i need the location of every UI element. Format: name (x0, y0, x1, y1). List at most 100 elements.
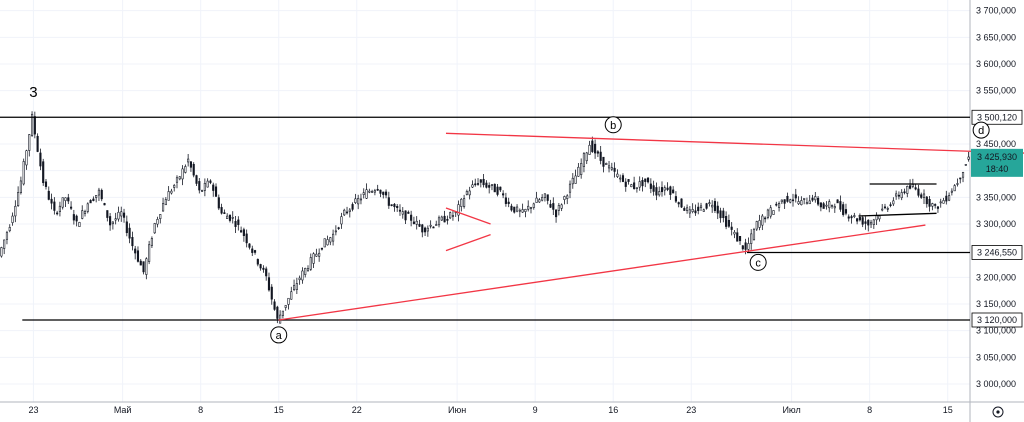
candle-body (677, 202, 680, 205)
level-price-tag (971, 312, 1023, 328)
candle-body (390, 204, 393, 206)
candle-body (683, 208, 686, 211)
candle-body (594, 143, 597, 154)
candle-body (153, 223, 156, 234)
candle-body (173, 185, 176, 188)
candle-body (276, 306, 279, 319)
time-axis-label: Июл (782, 405, 800, 415)
candle-body (234, 221, 237, 227)
candle-body (666, 187, 669, 190)
candle-body (451, 215, 455, 217)
candle-body (786, 195, 789, 202)
trend-line (278, 224, 926, 321)
candle-body (752, 229, 756, 241)
candle-body (867, 219, 870, 226)
candle-body (808, 200, 811, 205)
candle-body (649, 183, 652, 189)
price-axis-label: 3 350,000 (976, 192, 1016, 202)
candle-body (515, 206, 519, 212)
candle-body (114, 218, 117, 221)
candle-body (95, 195, 98, 198)
candle-body (17, 192, 20, 207)
time-axis-label: 23 (28, 405, 38, 415)
candle-body (563, 196, 566, 200)
time-axis-label: Июн (448, 405, 466, 415)
candle-body (0, 247, 3, 257)
candle-body (36, 135, 39, 152)
candle-body (931, 203, 934, 207)
time-axis-label: 22 (352, 405, 362, 415)
wave-label-circle (749, 253, 767, 271)
candle-body (934, 204, 937, 206)
candle-body (903, 191, 906, 194)
candle-body (939, 201, 942, 204)
candle-body (312, 253, 315, 264)
candle-body (298, 277, 301, 281)
candle-body (638, 181, 641, 188)
wave-label-circle (604, 116, 622, 134)
candle-body (499, 186, 502, 191)
candle-body (644, 178, 647, 182)
candle-body (761, 215, 764, 226)
candle-body (738, 235, 742, 242)
candle-body (691, 209, 694, 212)
candle-body (256, 259, 259, 265)
candle-body (14, 205, 17, 217)
candle-body (814, 196, 817, 201)
candle-body (228, 214, 232, 221)
candle-body (674, 196, 678, 202)
candle-body (201, 189, 204, 192)
time-axis-label: 16 (608, 405, 618, 415)
candle-body (725, 216, 728, 227)
candle-body (956, 183, 959, 185)
candle-body (936, 206, 940, 209)
candle-body (510, 205, 513, 211)
price-axis-label: 3 450,000 (976, 139, 1016, 149)
candle-body (418, 223, 421, 227)
candle-body (357, 198, 360, 205)
candle-body (655, 187, 658, 196)
trend-line (445, 207, 491, 225)
candle-body (53, 201, 56, 211)
candle-body (329, 237, 332, 243)
candle-body (485, 182, 488, 188)
candle-body (708, 202, 711, 204)
candle-body (471, 184, 474, 188)
candle-body (465, 191, 468, 195)
candle-body (922, 193, 926, 198)
candle-body (100, 189, 103, 200)
candle-body (571, 177, 574, 185)
candle-body (376, 188, 379, 191)
candle-body (25, 150, 28, 166)
candle-body (697, 206, 700, 211)
candle-body (769, 207, 772, 217)
candle-body (122, 212, 126, 218)
price-axis-label: 3 550,000 (976, 86, 1016, 96)
candle-body (797, 201, 800, 205)
candle-body (189, 161, 193, 168)
candle-body (705, 203, 708, 209)
candle-body (546, 194, 549, 201)
candle-body (920, 194, 923, 198)
wave-label-c: c (755, 257, 761, 269)
candle-body (251, 248, 254, 253)
candle-body (591, 140, 594, 152)
candle-body (716, 205, 719, 214)
candle-body (384, 191, 388, 196)
candle-body (906, 186, 909, 194)
candle-body (953, 185, 956, 192)
candle-body (348, 209, 351, 212)
price-axis-label: 3 000,000 (976, 379, 1016, 389)
price-axis-label: 3 650,000 (976, 32, 1016, 42)
candle-body (747, 243, 750, 250)
candle-body (139, 260, 142, 266)
candle-body (883, 206, 887, 209)
current-price-tag (971, 148, 1023, 177)
candle-body (892, 200, 895, 205)
candle-body (750, 233, 753, 244)
candle-body (557, 205, 560, 211)
candle-body (265, 268, 268, 277)
gear-icon[interactable] (991, 405, 1005, 419)
